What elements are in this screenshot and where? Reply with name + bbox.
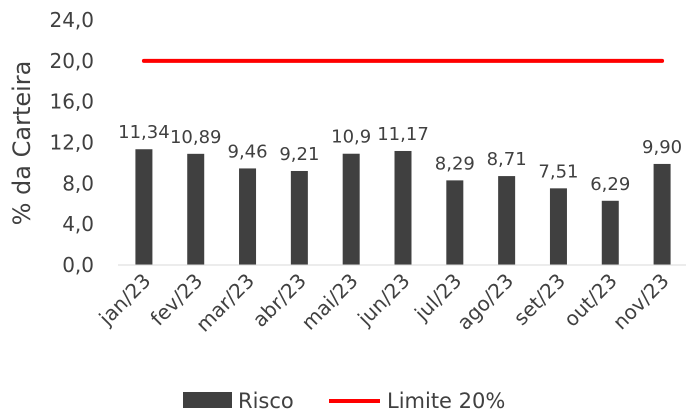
bar-data-label: 10,89 xyxy=(170,127,222,148)
bar-risco xyxy=(239,168,257,265)
legend: Risco Limite 20% xyxy=(183,389,505,413)
bar-data-label: 9,21 xyxy=(279,144,319,165)
bar-risco xyxy=(601,200,619,265)
bar-risco xyxy=(394,150,412,265)
bar-data-label: 9,46 xyxy=(228,141,268,162)
bar-data-label: 8,29 xyxy=(435,153,475,174)
legend-swatch-risco xyxy=(183,392,232,408)
bar-data-label: 6,29 xyxy=(590,174,630,195)
legend-label-risco: Risco xyxy=(238,389,294,411)
bar-risco xyxy=(342,153,360,265)
bar-risco xyxy=(549,188,567,265)
bar-risco xyxy=(290,170,308,265)
bar-series-risco xyxy=(135,149,671,265)
y-tick-label: 16,0 xyxy=(49,90,94,114)
bar-data-label: 11,34 xyxy=(118,122,170,143)
x-tick-label: mar/23 xyxy=(191,269,259,337)
x-tick-label: nov/23 xyxy=(608,269,674,335)
y-tick-label: 0,0 xyxy=(62,253,94,277)
bar-risco xyxy=(187,153,205,265)
y-axis-ticks: 0,0 4,0 8,0 12,0 16,0 20,0 24,0 xyxy=(49,8,94,277)
x-tick-label: set/23 xyxy=(509,269,570,330)
y-axis-label: % da Carteira xyxy=(8,61,36,226)
y-axis-label-group: % da Carteira xyxy=(8,61,36,226)
x-axis-ticks: jan/23fev/23mar/23abr/23mai/23jun/23jul/… xyxy=(93,269,673,337)
bar-risco xyxy=(498,176,516,265)
bar-risco xyxy=(653,163,671,265)
legend-label-limite: Limite 20% xyxy=(387,389,505,411)
bar-data-label: 10,9 xyxy=(331,127,371,148)
bar-data-label: 9,90 xyxy=(642,137,682,158)
x-tick-label: ago/23 xyxy=(452,269,518,335)
y-tick-label: 12,0 xyxy=(49,131,94,155)
bar-risco xyxy=(446,180,464,265)
y-tick-label: 4,0 xyxy=(62,212,94,236)
x-tick-label: jun/23 xyxy=(352,269,414,331)
bar-risco xyxy=(135,149,153,265)
bar-data-label: 7,51 xyxy=(538,161,578,182)
x-tick-label: jan/23 xyxy=(93,269,155,331)
x-tick-label: mai/23 xyxy=(297,269,363,335)
bar-data-label: 8,71 xyxy=(487,149,527,170)
y-tick-label: 24,0 xyxy=(49,8,94,32)
y-tick-label: 8,0 xyxy=(62,171,94,195)
bar-data-labels: 11,34 10,89 9,46 9,21 10,9 11,17 8,29 8,71 7,51 6… xyxy=(118,122,682,195)
bar-data-label: 11,17 xyxy=(377,124,429,145)
y-tick-label: 20,0 xyxy=(49,49,94,73)
